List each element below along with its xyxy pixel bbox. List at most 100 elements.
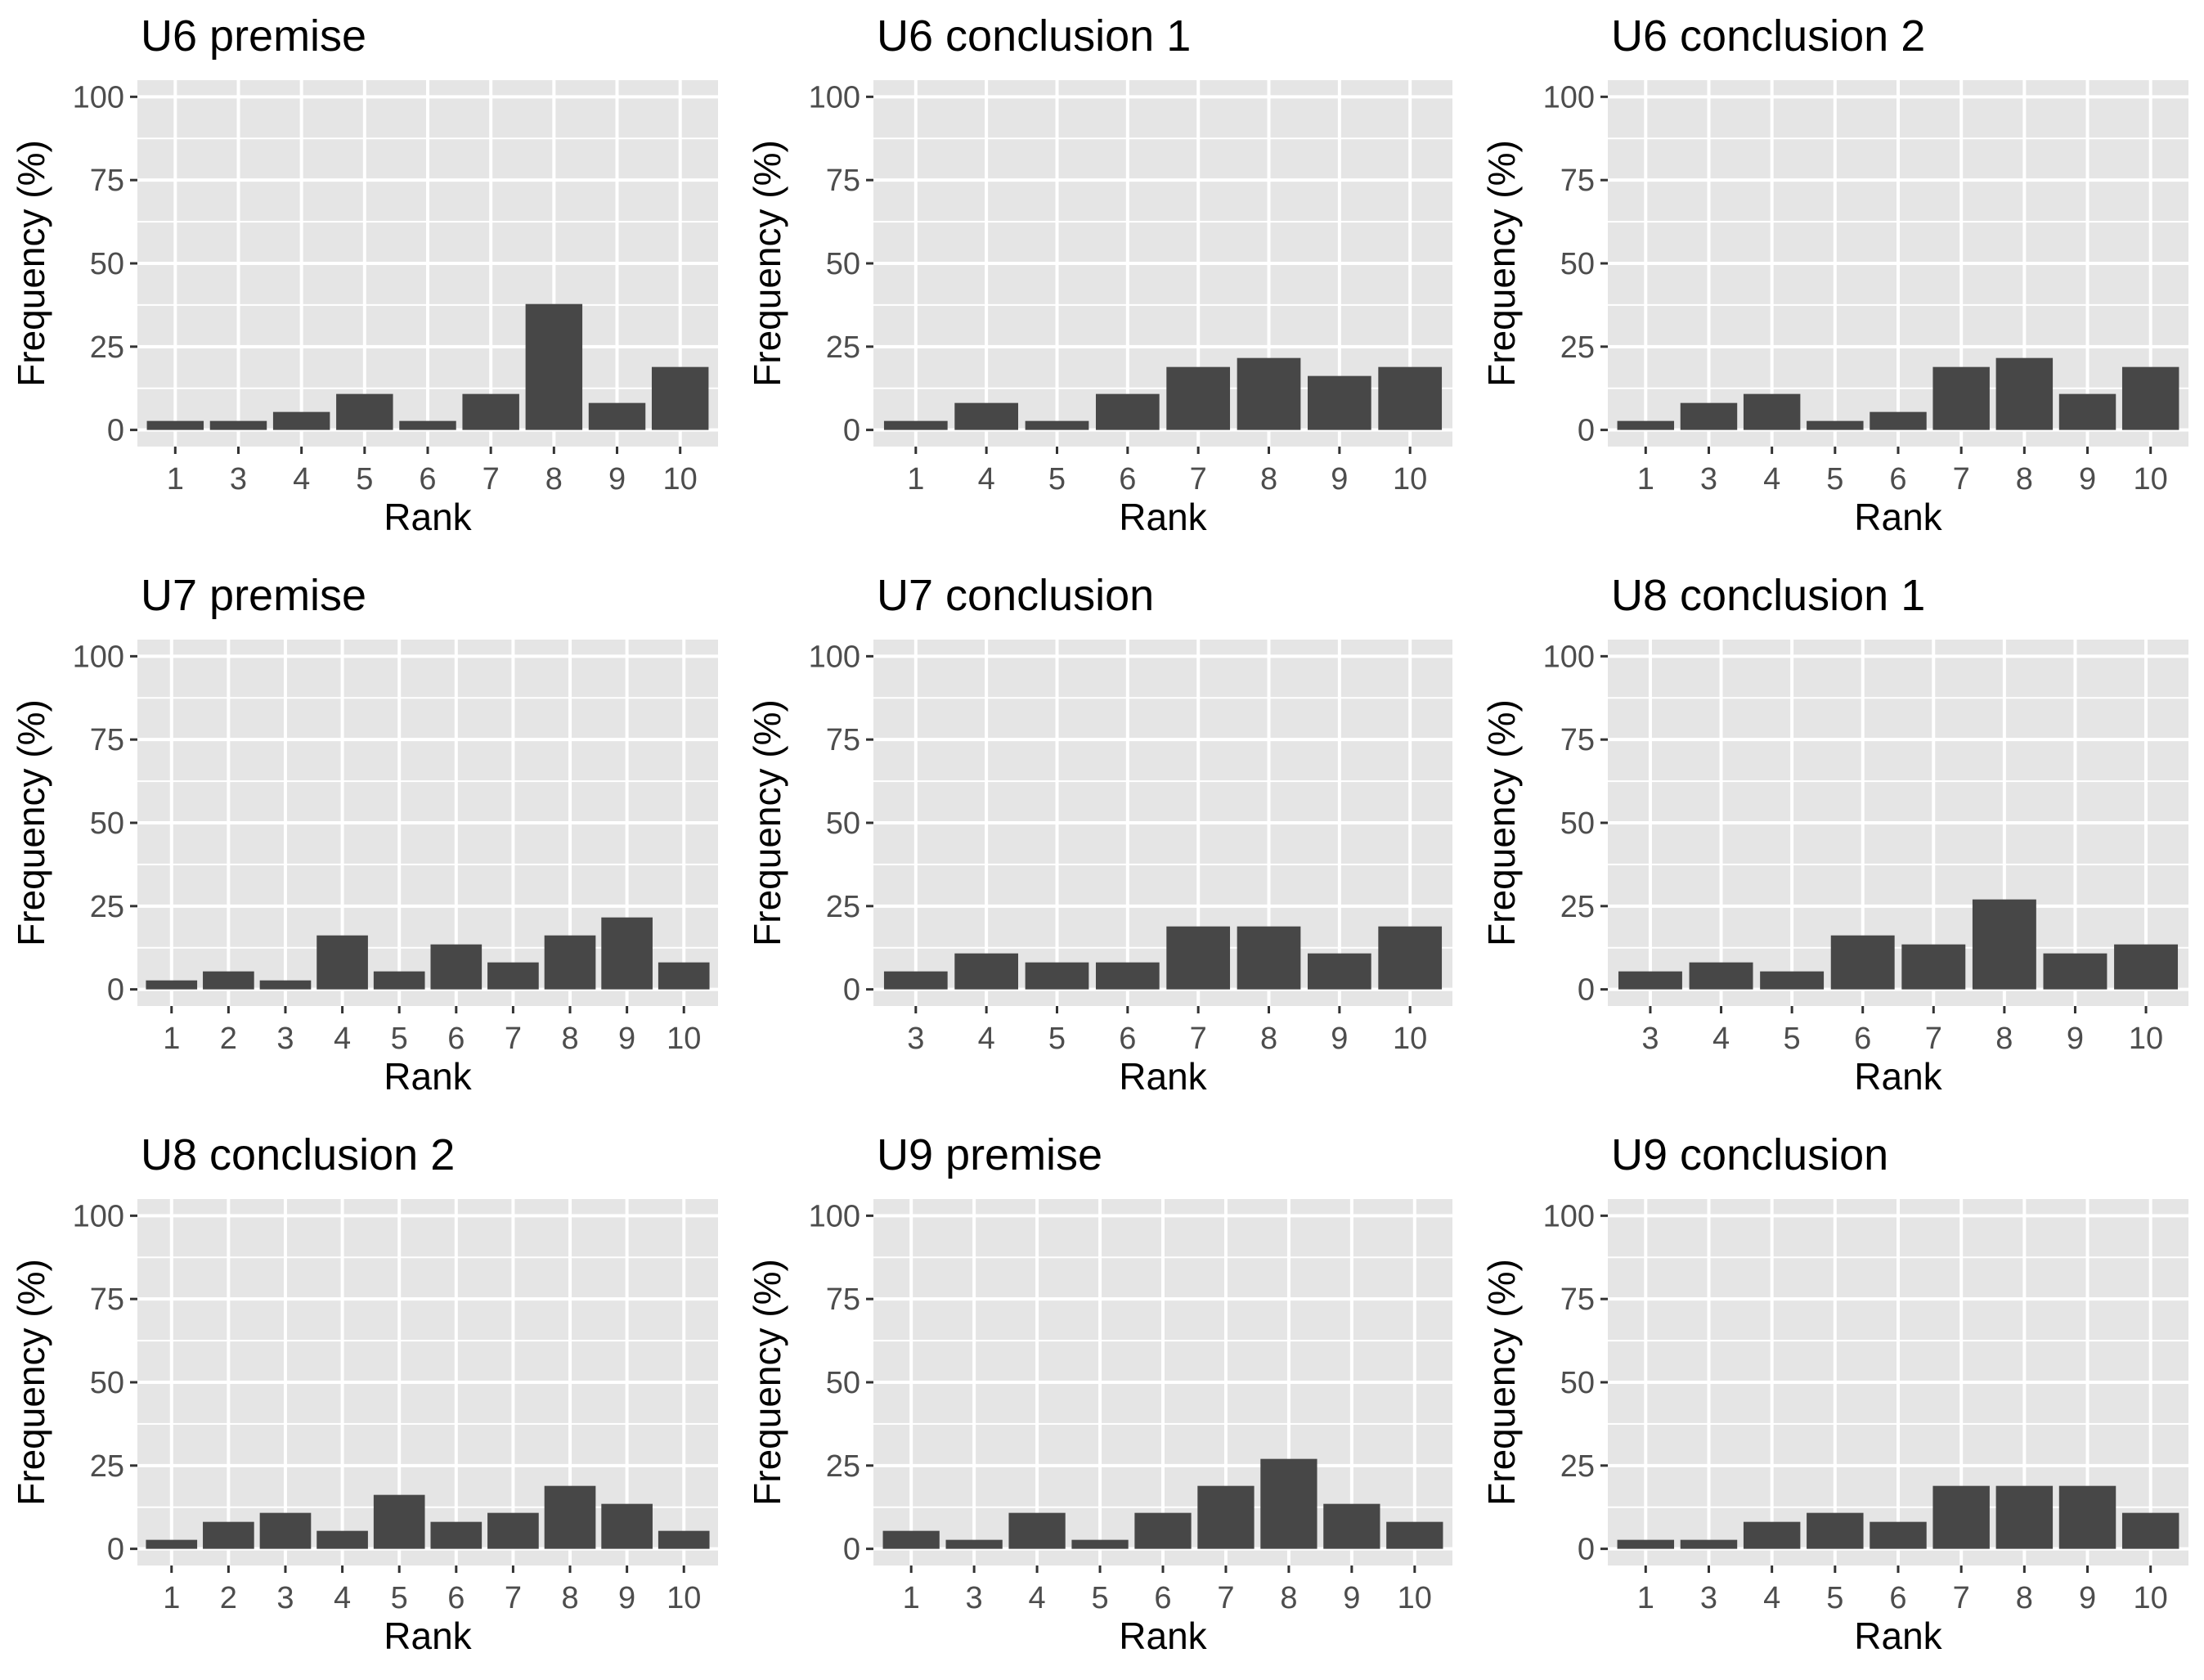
y-tick-label: 25 xyxy=(1560,1449,1595,1484)
x-tick-label: 6 xyxy=(1854,1022,1871,1056)
bar xyxy=(1617,1539,1675,1549)
bar xyxy=(1025,420,1089,430)
x-tick-label: 9 xyxy=(1331,1022,1348,1056)
x-tick-label: 5 xyxy=(356,462,373,496)
x-tick-label: 5 xyxy=(391,1581,408,1615)
y-tick-label: 100 xyxy=(73,640,124,674)
x-tick-label: 10 xyxy=(2134,462,2168,496)
x-tick-label: 8 xyxy=(561,1581,578,1615)
bar xyxy=(373,1494,425,1549)
x-tick-label: 8 xyxy=(545,462,563,496)
x-tick-label: 9 xyxy=(2067,1022,2084,1056)
chart-panel-1: 0 25 50 75 100 1 3 4 5 6 7 8 9 10 U6 premise Rank Freque… xyxy=(10,11,718,538)
x-tick-label: 8 xyxy=(1280,1581,1297,1615)
bar xyxy=(1386,1521,1443,1549)
x-tick-label: 1 xyxy=(163,1581,180,1615)
y-tick-label: 0 xyxy=(1578,973,1595,1008)
x-tick-label: 1 xyxy=(1637,1581,1654,1615)
bar xyxy=(1617,420,1675,430)
x-tick-label: 5 xyxy=(1826,1581,1843,1615)
bar xyxy=(487,1512,539,1549)
x-tick-label: 2 xyxy=(220,1022,237,1056)
y-tick-label: 0 xyxy=(843,1533,860,1567)
x-tick-label: 3 xyxy=(230,462,247,496)
x-tick-label: 1 xyxy=(903,1581,920,1615)
y-tick-label: 100 xyxy=(809,640,860,674)
bar xyxy=(1008,1512,1066,1549)
y-tick-label: 75 xyxy=(90,723,124,757)
panel-title: U9 conclusion xyxy=(1611,1130,1888,1179)
x-tick-label: 4 xyxy=(978,462,995,496)
bar xyxy=(373,971,425,990)
y-tick-label: 50 xyxy=(90,806,124,841)
x-tick-label: 6 xyxy=(1154,1581,1171,1615)
bar xyxy=(1807,1512,1864,1549)
bar xyxy=(1618,971,1682,990)
x-tick-label: 5 xyxy=(391,1022,408,1056)
y-tick-label: 0 xyxy=(107,414,124,448)
panel-title: U7 premise xyxy=(141,571,366,620)
bar xyxy=(601,917,653,990)
y-tick-label: 100 xyxy=(73,80,124,115)
bar xyxy=(1260,1458,1317,1549)
y-tick-label: 100 xyxy=(1543,640,1595,674)
bar xyxy=(1972,899,2036,990)
y-tick-label: 25 xyxy=(1560,890,1595,924)
x-tick-label: 4 xyxy=(1712,1022,1730,1056)
x-axis-title: Rank xyxy=(384,1615,472,1657)
y-tick-label: 50 xyxy=(90,247,124,281)
x-tick-label: 6 xyxy=(1889,1581,1906,1615)
y-tick-label: 25 xyxy=(826,890,860,924)
y-tick-label: 0 xyxy=(843,414,860,448)
panel-title: U6 conclusion 2 xyxy=(1611,11,1925,61)
x-tick-label: 3 xyxy=(1700,1581,1717,1615)
y-tick-label: 75 xyxy=(90,164,124,198)
x-tick-label: 5 xyxy=(1091,1581,1108,1615)
bar xyxy=(1870,1521,1927,1549)
y-tick-label: 50 xyxy=(1560,1366,1595,1400)
panel-title: U9 premise xyxy=(877,1130,1102,1179)
y-tick-label: 50 xyxy=(1560,806,1595,841)
y-tick-label: 75 xyxy=(826,1282,860,1317)
y-tick-label: 100 xyxy=(809,80,860,115)
chart-panel-3: 0 25 50 75 100 1 3 4 5 6 7 8 9 10 U6 conclusion 2 Rank F… xyxy=(1480,11,2188,538)
y-axis-title: Frequency (%) xyxy=(746,140,788,387)
x-tick-label: 7 xyxy=(1953,462,1970,496)
y-tick-label: 25 xyxy=(90,1449,124,1484)
x-axis-title: Rank xyxy=(1119,496,1207,538)
bar xyxy=(462,393,519,430)
bar xyxy=(1197,1485,1255,1549)
chart-panel-7: 0 25 50 75 100 1 2 3 4 5 6 7 8 9 10 U8 conclusion 2 Rank… xyxy=(10,1130,718,1657)
y-tick-label: 75 xyxy=(826,723,860,757)
y-tick-label: 25 xyxy=(826,1449,860,1484)
x-tick-label: 10 xyxy=(1393,462,1427,496)
x-tick-label: 8 xyxy=(1260,462,1277,496)
bar xyxy=(1743,393,1801,430)
bar xyxy=(882,1530,940,1549)
x-axis-title: Rank xyxy=(1119,1615,1207,1657)
bar xyxy=(272,411,330,430)
x-axis-title: Rank xyxy=(1854,496,1942,538)
y-tick-label: 25 xyxy=(90,890,124,924)
x-tick-label: 10 xyxy=(2129,1022,2163,1056)
y-axis-title: Frequency (%) xyxy=(746,1259,788,1506)
x-tick-label: 7 xyxy=(505,1581,522,1615)
bar xyxy=(1237,357,1301,430)
bar xyxy=(2114,944,2179,990)
bar xyxy=(1932,1485,1990,1549)
bar xyxy=(316,1530,368,1549)
y-tick-label: 0 xyxy=(843,973,860,1008)
x-tick-label: 10 xyxy=(667,1581,701,1615)
bar xyxy=(203,971,254,990)
y-tick-label: 75 xyxy=(1560,164,1595,198)
x-tick-label: 5 xyxy=(1048,1022,1066,1056)
bar xyxy=(1680,1539,1738,1549)
bar xyxy=(1378,926,1443,990)
bar xyxy=(1680,402,1738,430)
x-tick-label: 1 xyxy=(163,1022,180,1056)
x-tick-label: 6 xyxy=(419,462,436,496)
bar xyxy=(316,935,368,990)
bar xyxy=(146,1539,198,1549)
x-axis-title: Rank xyxy=(1854,1615,1942,1657)
x-tick-label: 9 xyxy=(618,1022,635,1056)
